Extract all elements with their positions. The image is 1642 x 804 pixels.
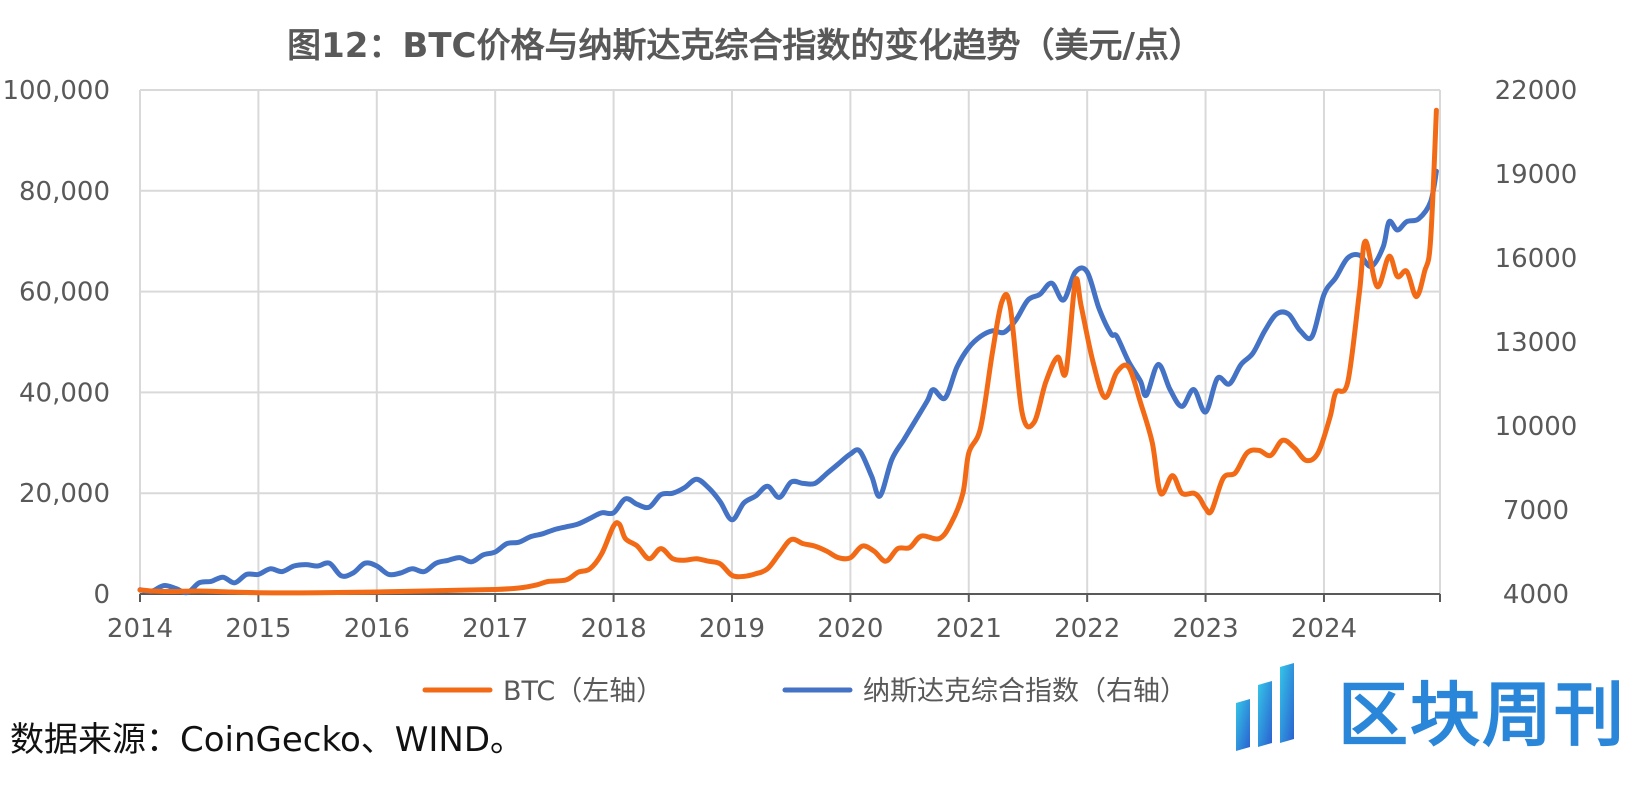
x-tick-label: 2021	[936, 614, 1002, 644]
x-tick-label: 2014	[107, 614, 173, 644]
left-y-tick-label: 60,000	[19, 278, 110, 308]
x-tick-label: 2022	[1054, 614, 1120, 644]
nasdaq-series-line	[137, 168, 1439, 596]
btc-series-line	[137, 107, 1439, 596]
right-y-tick-label: 10000	[1495, 412, 1578, 442]
chart-title: 图12：BTC价格与纳斯达克综合指数的变化趋势（美元/点）	[287, 26, 1203, 66]
legend-nasdaq-label: 纳斯达克综合指数（右轴）	[863, 676, 1187, 707]
grid	[139, 89, 1441, 594]
series-lines	[137, 107, 1439, 596]
right-y-tick-label: 4000	[1503, 580, 1569, 610]
right-y-tick-label: 19000	[1495, 160, 1578, 190]
logo-mark-icon	[1236, 663, 1294, 751]
tick-labels: 0 20,000 40,000 60,000 80,000 100,000 2014 2015…	[2, 76, 1577, 644]
right-y-tick-label: 22000	[1495, 76, 1578, 106]
left-y-tick-label: 100,000	[2, 76, 110, 106]
x-tick-label: 2015	[225, 614, 291, 644]
right-y-tick-label: 16000	[1495, 244, 1578, 274]
x-tick-label: 2019	[699, 614, 765, 644]
left-y-tick-label: 40,000	[19, 378, 110, 408]
x-tick-label: 2023	[1172, 614, 1238, 644]
x-tick-label: 2018	[581, 614, 647, 644]
x-tick-label: 2024	[1291, 614, 1357, 644]
right-y-tick-label: 7000	[1503, 496, 1569, 526]
left-y-tick-label: 0	[93, 580, 110, 610]
legend: BTC（左轴） 纳斯达克综合指数（右轴）	[422, 676, 1187, 707]
legend-btc-label: BTC（左轴）	[503, 676, 663, 707]
logo-text: 区块周刊	[1338, 674, 1626, 756]
axes	[139, 593, 1441, 602]
right-y-tick-label: 13000	[1495, 328, 1578, 358]
data-source-note: 数据来源：CoinGecko、WIND。	[10, 720, 525, 760]
x-tick-label: 2017	[462, 614, 528, 644]
x-tick-label: 2020	[817, 614, 883, 644]
left-y-tick-label: 80,000	[19, 177, 110, 207]
watermark-logo: 区块周刊	[1228, 655, 1638, 756]
x-tick-label: 2016	[344, 614, 410, 644]
left-y-tick-label: 20,000	[19, 479, 110, 509]
